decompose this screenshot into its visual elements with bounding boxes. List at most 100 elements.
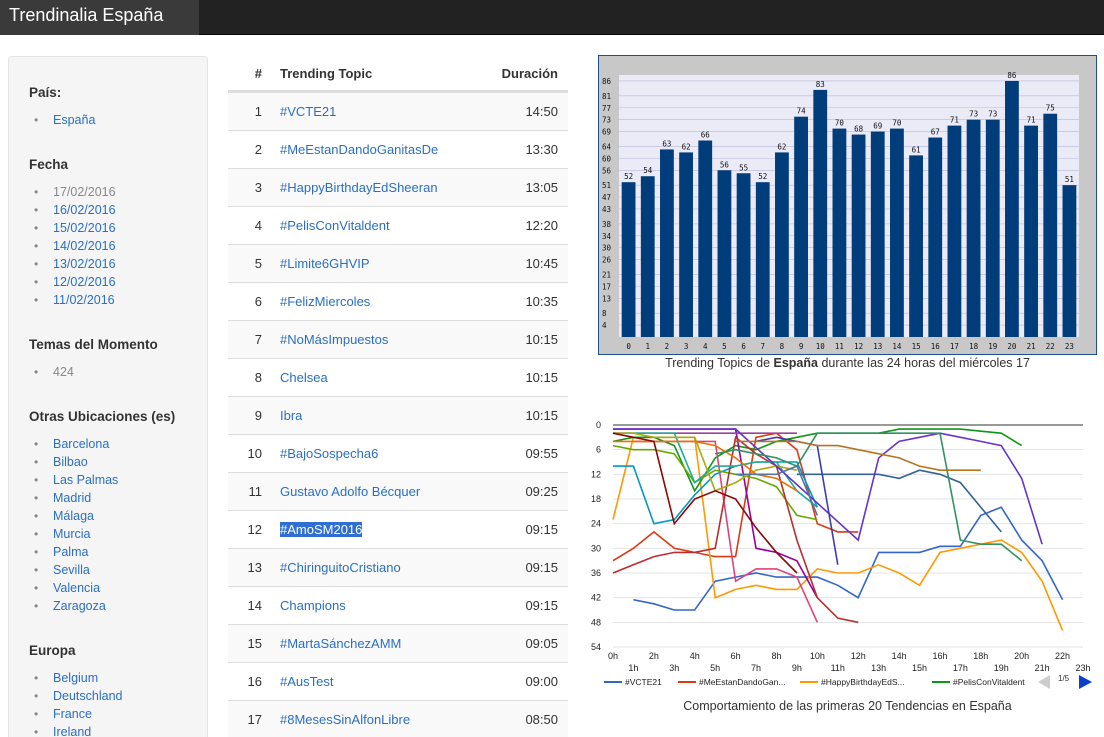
legend-label: #PelisConVitaldent	[953, 677, 1025, 687]
bar-x-tick: 15	[912, 342, 921, 351]
line-series	[612, 428, 1023, 493]
row-duration: 10:15	[525, 370, 558, 385]
bar-data-label: 75	[1046, 104, 1055, 113]
row-rank: 5	[254, 256, 262, 271]
date-item[interactable]: 16/02/2016	[34, 201, 116, 219]
row-rank: 14	[247, 598, 262, 613]
bar-mark	[813, 89, 828, 337]
row-topic-link[interactable]: #HappyBirthdayEdSheeran	[280, 180, 438, 195]
location-item[interactable]: Sevilla	[34, 561, 118, 579]
row-duration: 13:05	[525, 180, 558, 195]
bar-data-label: 51	[1065, 175, 1074, 184]
bar-x-tick: 18	[969, 342, 979, 351]
line-x-tick: 15h	[912, 663, 927, 673]
bar-y-tick: 26	[602, 256, 612, 265]
line-y-tick: 6	[596, 445, 601, 455]
row-topic-link[interactable]: #VCTE21	[280, 104, 337, 119]
row-rank: 12	[247, 522, 262, 537]
date-item[interactable]: 13/02/2016	[34, 255, 116, 273]
line-x-tick: 8h	[771, 651, 781, 661]
location-item[interactable]: Las Palmas	[34, 471, 118, 489]
row-duration: 09:15	[525, 522, 558, 537]
row-rank: 6	[254, 294, 262, 309]
row-duration: 12:20	[525, 218, 558, 233]
row-rank: 7	[254, 332, 262, 347]
europe-location-item[interactable]: France	[34, 705, 123, 723]
row-duration: 10:45	[525, 256, 558, 271]
bar-y-tick: 73	[602, 116, 611, 125]
row-topic-link[interactable]: #AmoSM2016	[280, 522, 363, 537]
bar-y-tick: 69	[602, 128, 611, 137]
bar-mark	[717, 170, 732, 337]
location-item[interactable]: Bilbao	[34, 453, 118, 471]
row-rank: 11	[248, 484, 263, 499]
line-series	[613, 432, 798, 492]
date-item[interactable]: 11/02/2016	[34, 291, 116, 309]
line-x-tick: 13h	[871, 663, 886, 673]
line-series	[633, 506, 1064, 611]
table-row: 9 Ibra 10:15	[228, 396, 568, 434]
line-series	[613, 428, 1043, 545]
bar-data-label: 56	[720, 160, 730, 169]
row-topic-link[interactable]: #FelizMiercoles	[280, 294, 371, 309]
line-y-tick: 12	[591, 469, 601, 479]
line-y-tick: 30	[591, 543, 601, 553]
bar-plot-area	[619, 75, 1079, 337]
line-x-tick: 2h	[649, 651, 659, 661]
line-y-tick: 18	[591, 494, 601, 504]
date-item[interactable]: 14/02/2016	[34, 237, 116, 255]
row-topic-link[interactable]: Chelsea	[280, 370, 328, 385]
europe-location-item[interactable]: Belgium	[34, 669, 123, 687]
row-topic-link[interactable]: #NoMásImpuestos	[280, 332, 389, 347]
location-item[interactable]: Valencia	[34, 579, 118, 597]
line-series	[613, 440, 798, 492]
location-item[interactable]: Barcelona	[34, 435, 118, 453]
row-rank: 17	[247, 712, 262, 727]
table-row: 5 #Limite6GHVIP 10:45	[228, 244, 568, 282]
row-rank: 8	[254, 370, 262, 385]
bar-mark	[1005, 80, 1019, 338]
header-num: #	[254, 66, 262, 81]
bar-y-tick: 43	[602, 205, 611, 214]
row-topic-link[interactable]: #MeEstanDandoGanitasDe	[280, 142, 439, 157]
bar-caption-post: durante las 24 horas del miércoles 17	[817, 356, 1030, 370]
location-item[interactable]: Málaga	[34, 507, 118, 525]
location-item[interactable]: Murcia	[34, 525, 118, 543]
row-topic-link[interactable]: #PelisConVitaldent	[280, 218, 390, 233]
legend-prev-icon[interactable]	[1038, 675, 1050, 689]
row-topic-link[interactable]: Ibra	[280, 408, 303, 423]
bar-y-tick: 34	[602, 232, 612, 241]
legend-next-icon[interactable]	[1079, 675, 1092, 689]
bar-x-tick: 6	[741, 342, 746, 351]
europe-location-item[interactable]: Deutschland	[34, 687, 123, 705]
bar-x-tick: 12	[854, 342, 863, 351]
date-item[interactable]: 15/02/2016	[34, 219, 116, 237]
location-item[interactable]: Palma	[34, 543, 118, 561]
location-item[interactable]: Madrid	[34, 489, 118, 507]
row-topic-link[interactable]: #AusTest	[280, 674, 334, 689]
bar-mark	[985, 119, 1000, 337]
location-item[interactable]: Zaragoza	[34, 597, 118, 615]
line-series	[612, 432, 798, 574]
legend-page-indicator: 1/5	[1058, 674, 1070, 683]
bar-mark	[890, 128, 904, 337]
row-topic-link[interactable]: Champions	[280, 598, 346, 613]
line-x-tick: 18h	[973, 651, 988, 661]
bar-data-label: 73	[988, 110, 997, 119]
row-topic-link[interactable]: #8MesesSinAlfonLibre	[280, 712, 411, 727]
row-topic-link[interactable]: #ChiringuitoCristiano	[280, 560, 401, 575]
brand-title[interactable]: Trendinalia España	[0, 0, 199, 35]
bar-data-label: 73	[969, 110, 978, 119]
date-item[interactable]: 12/02/2016	[34, 273, 116, 291]
row-topic-link[interactable]: #Limite6GHVIP	[280, 256, 370, 271]
row-topic-link[interactable]: #MartaSánchezAMM	[280, 636, 402, 651]
legend-label: #MeEstanDandoGan...	[699, 677, 785, 687]
line-y-tick: 24	[591, 519, 601, 529]
row-topic-link[interactable]: Gustavo Adolfo Bécquer	[280, 484, 421, 499]
bar-y-tick: 47	[602, 193, 611, 202]
bar-x-tick: 7	[760, 342, 765, 351]
topics-heading: Temas del Momento	[29, 337, 158, 352]
row-topic-link[interactable]: #BajoSospecha6	[280, 446, 379, 461]
europe-location-item[interactable]: Ireland	[34, 723, 123, 737]
country-item[interactable]: España	[34, 111, 95, 129]
